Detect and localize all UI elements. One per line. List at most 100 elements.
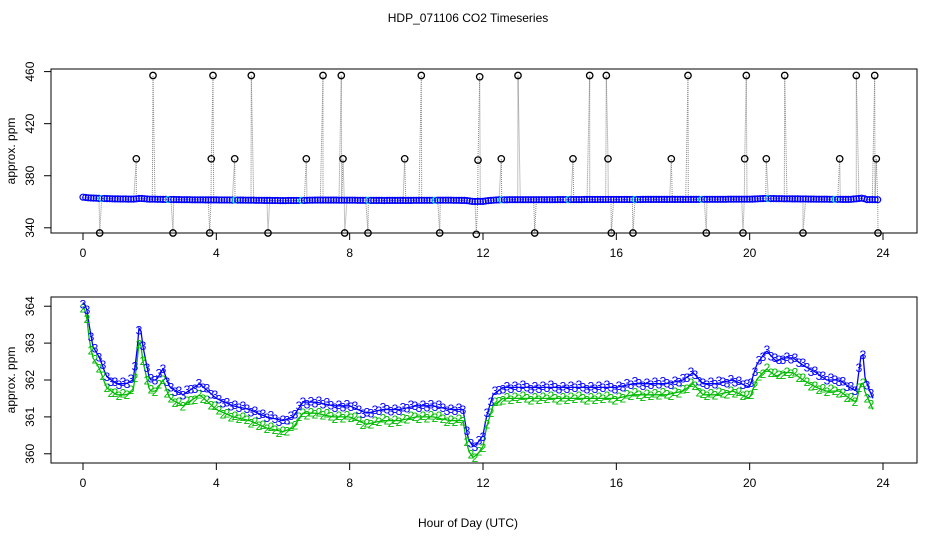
bottom-series-mark-3: 3 [632, 375, 639, 389]
top-spike-point [209, 71, 217, 80]
top-baseline-point [303, 196, 311, 204]
top-baseline-point [138, 194, 146, 203]
bottom-series-mark-2: 2 [848, 391, 855, 405]
top-baseline-point [135, 194, 143, 203]
bottom-series-mark-2: 2 [748, 388, 755, 402]
top-y-tick-label-460: 460 [23, 61, 37, 81]
bottom-series-mark-2: 2 [772, 366, 779, 380]
bottom-series-mark-3: 3 [324, 395, 331, 409]
bottom-series-mark-3: 3 [280, 413, 287, 427]
bottom-series-mark-2: 2 [376, 415, 383, 429]
bottom-series-mark-3: 3 [176, 384, 183, 398]
top-baseline-point [207, 196, 215, 204]
bottom-series-mark-3: 3 [492, 384, 499, 398]
bottom-y-tick-label-364: 364 [23, 296, 37, 316]
top-baseline-point [226, 196, 234, 204]
top-baseline-point [498, 196, 506, 204]
bottom-series-mark-3: 3 [476, 434, 483, 448]
bottom-series-mark-3: 3 [348, 400, 355, 414]
bottom-series-mark-2: 2 [244, 413, 251, 427]
top-baseline-point [434, 196, 442, 204]
bottom-series-mark-2: 2 [100, 369, 107, 383]
top-spike-point [799, 229, 807, 237]
bottom-series-mark-3: 3 [488, 395, 495, 409]
bottom-series-mark-3: 3 [304, 397, 311, 411]
top-baseline-point [631, 195, 639, 204]
bottom-series-mark-2: 2 [168, 391, 175, 405]
bottom-series-mark-2: 2 [740, 389, 747, 403]
bottom-series-mark-2: 2 [868, 397, 875, 411]
bottom-series-mark-3: 3 [444, 404, 451, 418]
bottom-series-mark-3: 3 [732, 375, 739, 389]
bottom-series-mark-2: 2 [200, 392, 207, 406]
top-spike-point [264, 229, 272, 237]
bottom-series-mark-3: 3 [136, 324, 143, 338]
bottom-series-mark-2: 2 [780, 368, 787, 382]
top-baseline-point [234, 196, 242, 204]
bottom-series-mark-2: 2 [400, 411, 407, 425]
bottom-series-mark-2: 2 [664, 388, 671, 402]
bottom-series-mark-3: 3 [612, 383, 619, 397]
top-baseline-point [218, 196, 226, 204]
bottom-series-mark-2: 2 [700, 387, 707, 401]
top-baseline-point [719, 195, 727, 203]
top-baseline-point [503, 196, 511, 204]
top-baseline-point [354, 196, 362, 204]
top-spike-point [230, 154, 239, 163]
bottom-series-mark-3: 3 [704, 378, 711, 392]
top-baseline-point [586, 195, 594, 204]
bottom-series-mark-2: 2 [572, 392, 579, 406]
bottom-series-mark-2: 2 [492, 395, 499, 409]
bottom-series-mark-3: 3 [440, 401, 447, 415]
bottom-series-mark-3: 3 [456, 401, 463, 415]
top-baseline-point [415, 196, 423, 204]
bottom-series-mark-2: 2 [696, 386, 703, 400]
top-spike-point [364, 229, 372, 237]
bottom-series-mark-2: 2 [128, 383, 135, 397]
top-baseline-point [642, 195, 650, 203]
top-baseline-point [250, 196, 258, 204]
top-plot-frame [50, 68, 918, 234]
bottom-series-mark-2: 2 [248, 416, 255, 430]
top-baseline-point [154, 195, 162, 203]
bottom-series-line-2 [82, 305, 874, 459]
top-baseline-point [671, 195, 679, 203]
top-x-tick-label-12: 12 [476, 246, 490, 260]
top-y-axis-label: approx. ppm [4, 118, 18, 185]
bottom-series-mark-2: 2 [800, 371, 807, 385]
bottom-series-mark-2: 2 [580, 391, 587, 405]
bottom-series-mark-3: 3 [512, 379, 519, 393]
bottom-series-mark-2: 2 [92, 353, 99, 367]
top-spike-point [607, 229, 616, 237]
bottom-series-mark-2: 2 [228, 411, 235, 425]
bottom-series-mark-3: 3 [856, 361, 863, 375]
top-baseline-point [783, 195, 791, 203]
bottom-series-mark-2: 2 [644, 387, 651, 401]
bottom-series-mark-2: 2 [368, 418, 375, 432]
bottom-series-mark-3: 3 [672, 374, 679, 388]
bottom-series-mark-2: 2 [392, 413, 399, 427]
bottom-series-mark-2: 2 [364, 416, 371, 430]
bottom-x-tick-label-16: 16 [610, 476, 624, 490]
bottom-series-mark-3: 3 [756, 354, 763, 368]
bottom-series-mark-3: 3 [752, 365, 759, 379]
bottom-series-mark-2: 2 [756, 369, 763, 383]
bottom-series-mark-2: 2 [284, 425, 291, 439]
top-baseline-point [522, 196, 530, 204]
top-baseline-point [346, 196, 354, 204]
top-spike-point [319, 71, 327, 80]
bottom-series-mark-2: 2 [628, 389, 635, 403]
bottom-series-mark-3: 3 [592, 382, 599, 396]
bottom-series-mark-3: 3 [744, 377, 751, 391]
top-spike-point [780, 71, 789, 80]
bottom-series-mark-2: 2 [576, 389, 583, 403]
bottom-series-mark-3: 3 [356, 403, 363, 417]
top-baseline-point [188, 196, 196, 204]
bottom-series-mark-3: 3 [864, 378, 871, 392]
bottom-series-mark-3: 3 [300, 395, 307, 409]
bottom-series-mark-2: 2 [260, 418, 267, 432]
top-baseline-point [727, 195, 735, 203]
top-baseline-point [799, 195, 807, 203]
bottom-series-mark-3: 3 [528, 383, 535, 397]
bottom-series-mark-3: 3 [452, 404, 459, 418]
